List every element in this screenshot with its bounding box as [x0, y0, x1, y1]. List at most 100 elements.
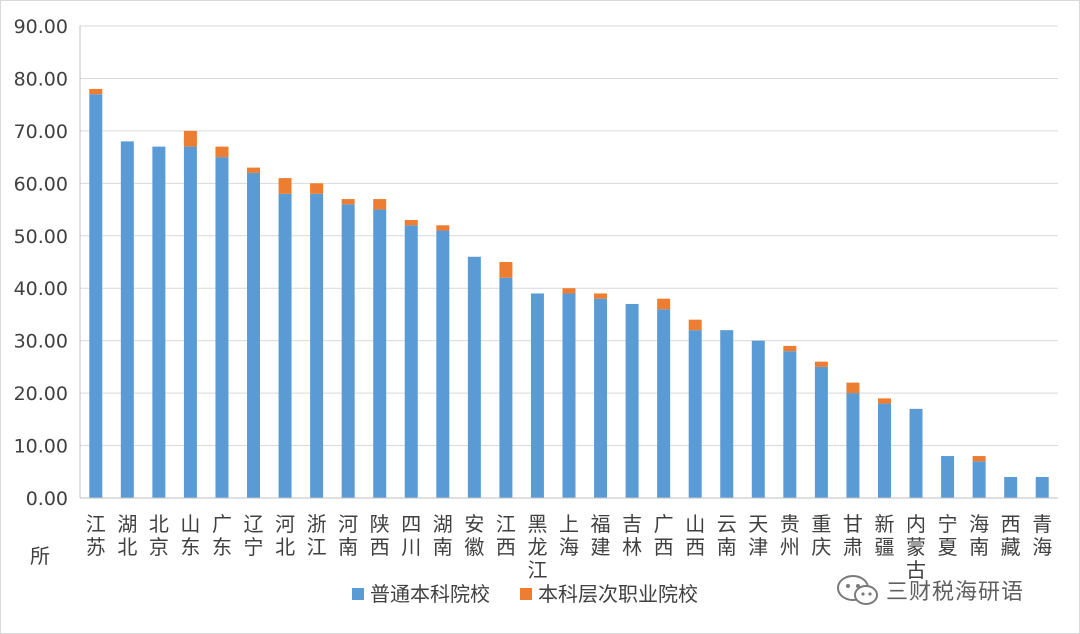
- x-tick-label: 东: [212, 535, 232, 559]
- x-tick-label: 北: [149, 512, 169, 536]
- x-tick-label: 山: [180, 512, 200, 536]
- bar-regular-20: [720, 330, 734, 498]
- bar-vocational-28: [972, 456, 986, 462]
- y-tick-label: 60.00: [14, 173, 68, 195]
- y-tick-label: 10.00: [14, 436, 68, 458]
- x-tick-label: 庆: [811, 535, 831, 559]
- bar-regular-11: [436, 230, 450, 499]
- bar-regular-6: [278, 193, 292, 499]
- bar-vocational-11: [436, 225, 450, 231]
- x-tick-label: 海: [1032, 535, 1052, 559]
- bar-regular-22: [783, 351, 797, 498]
- bar-regular-14: [530, 293, 544, 498]
- x-tick-label: 南: [717, 535, 737, 559]
- x-tick-label: 南: [433, 535, 453, 559]
- bar-vocational-5: [247, 167, 261, 173]
- bar-regular-29: [1004, 477, 1018, 498]
- y-tick-label: 40.00: [14, 278, 68, 300]
- bar-regular-26: [909, 408, 923, 498]
- x-tick-label: 内: [906, 512, 926, 536]
- watermark-text: 三财税海研语: [886, 580, 1025, 605]
- gridlines: [80, 25, 1058, 447]
- x-tick-label: 西: [370, 535, 390, 559]
- bar-regular-0: [89, 94, 103, 498]
- x-tick-label: 京: [149, 535, 169, 559]
- x-tick-label: 江: [86, 512, 106, 536]
- y-tick-label: 30.00: [14, 331, 68, 353]
- x-tick-label: 四: [401, 512, 421, 536]
- x-tick-label: 宁: [938, 512, 958, 536]
- x-tick-label: 山: [685, 512, 705, 536]
- bar-vocational-15: [562, 288, 576, 294]
- bar-regular-2: [152, 146, 166, 498]
- bar-regular-28: [972, 461, 986, 498]
- x-tick-label: 南: [969, 535, 989, 559]
- bar-vocational-24: [846, 382, 860, 394]
- x-tick-label: 甘: [843, 512, 863, 536]
- legend-label: 普通本科院校: [370, 582, 490, 606]
- bar-regular-30: [1035, 477, 1049, 498]
- x-tick-label: 州: [780, 535, 800, 559]
- x-tick-label: 西: [685, 535, 705, 559]
- bar-regular-23: [814, 366, 828, 498]
- chat-bubbles-icon: [836, 573, 880, 607]
- x-tick-label: 川: [401, 535, 421, 559]
- x-tick-label: 津: [748, 535, 768, 559]
- bar-regular-24: [846, 393, 860, 498]
- bar-regular-10: [404, 225, 418, 499]
- bar-vocational-18: [657, 298, 671, 310]
- unit-label: 所: [30, 544, 50, 568]
- bar-regular-5: [247, 172, 261, 498]
- x-axis: 江苏湖北北京山东广东辽宁河北浙江河南陕西四川湖南安徽江西黑龙江上海福建吉林广西山…: [80, 497, 1058, 582]
- x-tick-label: 黑: [527, 512, 547, 536]
- bar-regular-3: [183, 146, 197, 498]
- y-tick-label: 70.00: [14, 121, 68, 143]
- x-tick-label: 苏: [86, 535, 106, 559]
- bar-vocational-19: [688, 319, 702, 331]
- bar-vocational-7: [310, 183, 324, 194]
- bar-regular-21: [751, 340, 765, 498]
- bar-vocational-13: [499, 262, 513, 278]
- bar-regular-27: [941, 456, 955, 498]
- x-tick-label: 江: [527, 558, 547, 582]
- x-tick-label: 西: [1001, 512, 1021, 536]
- x-tick-label: 福: [591, 512, 611, 536]
- bar-vocational-8: [341, 199, 355, 205]
- x-tick-label: 海: [969, 512, 989, 536]
- y-tick-label: 0.00: [26, 488, 68, 510]
- x-tick-label: 古: [906, 558, 926, 582]
- x-tick-label: 龙: [527, 535, 547, 559]
- x-tick-label: 西: [654, 535, 674, 559]
- bar-regular-13: [499, 277, 513, 498]
- bars: [89, 88, 1049, 499]
- bar-vocational-10: [404, 220, 418, 226]
- bar-regular-25: [877, 403, 891, 498]
- x-tick-label: 浙: [307, 512, 327, 536]
- x-tick-label: 湖: [117, 512, 137, 536]
- bar-vocational-22: [783, 345, 797, 352]
- x-tick-label: 北: [117, 535, 137, 559]
- bar-vocational-23: [814, 361, 828, 367]
- y-tick-label: 20.00: [14, 383, 68, 405]
- bar-vocational-9: [373, 199, 387, 210]
- x-tick-label: 南: [338, 535, 358, 559]
- bar-regular-9: [373, 209, 387, 499]
- legend: 普通本科院校 本科层次职业院校: [352, 582, 698, 606]
- x-tick-label: 青: [1032, 512, 1052, 536]
- x-tick-label: 湖: [433, 512, 453, 536]
- bar-regular-4: [215, 157, 229, 498]
- y-axis: 0.00 10.00 20.00 30.00 40.00 50.00 60.00 70.00 8…: [14, 16, 81, 510]
- bar-vocational-3: [183, 130, 197, 147]
- bar-regular-7: [310, 193, 324, 499]
- x-tick-label: 安: [464, 512, 484, 536]
- x-tick-label: 建: [591, 535, 611, 559]
- x-tick-label: 蒙: [906, 535, 926, 559]
- bar-regular-15: [562, 293, 576, 498]
- x-tick-label: 新: [874, 512, 894, 536]
- legend-swatch: [352, 588, 364, 600]
- bar-regular-8: [341, 204, 355, 499]
- x-tick-label: 江: [496, 512, 516, 536]
- bar-vocational-4: [215, 146, 229, 158]
- bar-regular-19: [688, 330, 702, 498]
